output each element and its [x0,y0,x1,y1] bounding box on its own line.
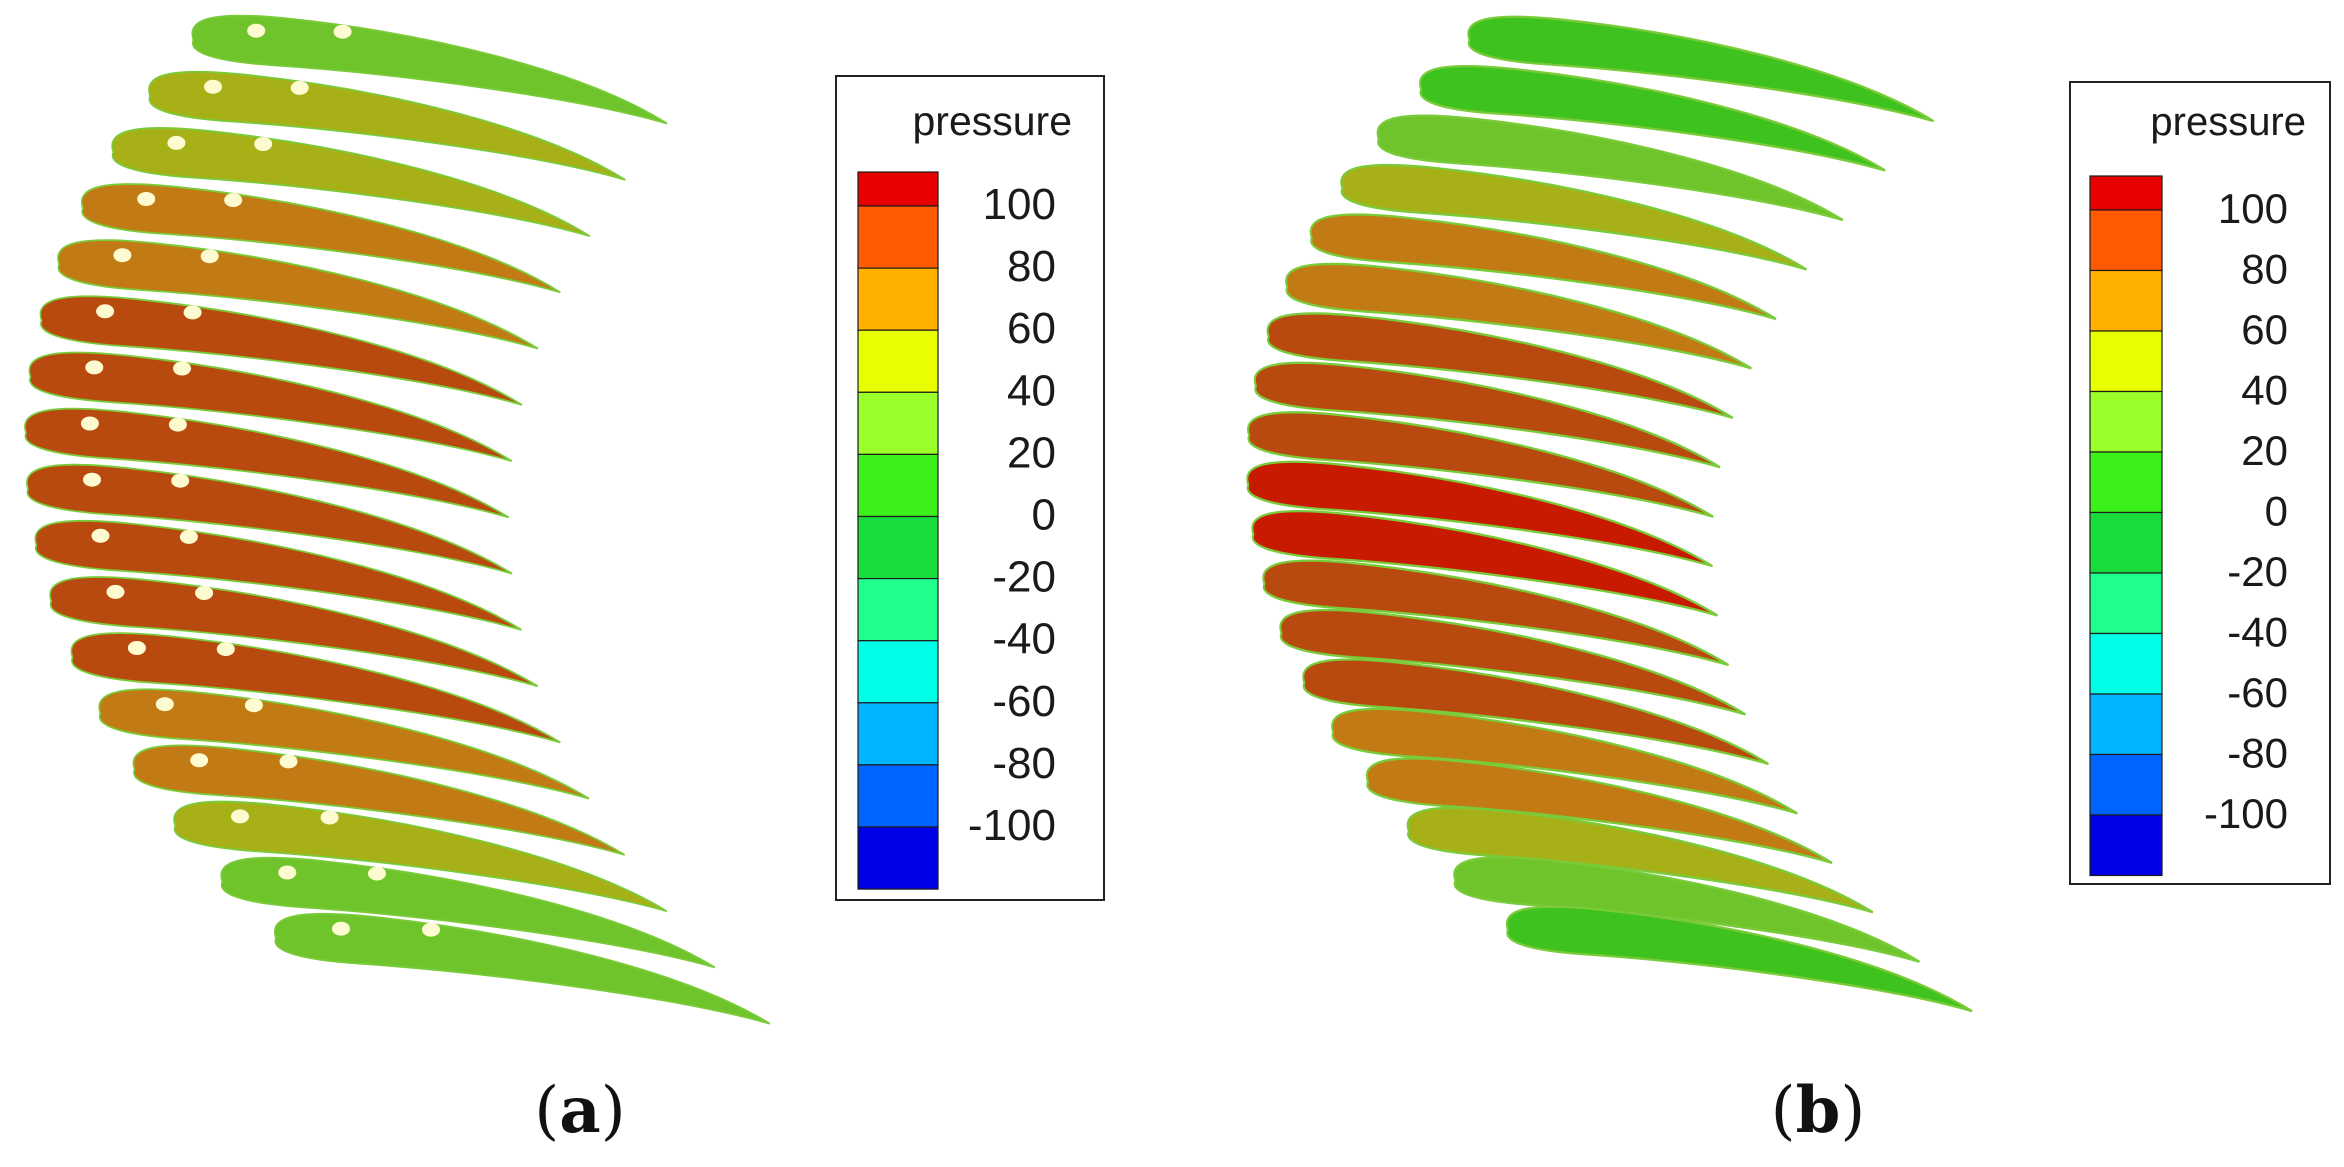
legend-color-band [857,453,939,518]
cooling-hole [290,80,309,95]
legend-level-label: 100 [2218,185,2288,232]
legend-color-band [2089,572,2163,635]
cooling-hole [171,473,190,488]
cooling-hole [244,698,263,713]
legend-color-band [2089,390,2163,453]
legend-color-band [857,640,939,704]
cooling-hole [278,865,297,880]
legend-level-label: 40 [1007,366,1056,415]
cooling-hole [168,417,187,432]
cooling-hole [332,921,350,936]
legend-level-label: 40 [2241,367,2288,414]
legend-color-band [2089,632,2163,695]
cooling-hole [204,79,222,94]
legend-color-band [857,578,939,642]
legend-color-band [857,329,939,393]
legend-level-label: -80 [2227,730,2288,777]
cooling-hole [173,361,191,376]
cooling-hole [183,305,202,320]
legend-title: pressure [2150,100,2306,144]
legend-level-label: -80 [992,739,1056,788]
panel-a-blade-cascade [19,7,778,1025]
legend-color-band [2089,511,2163,574]
cooling-hole [85,360,104,375]
cooling-hole [247,23,266,38]
cooling-hole [195,586,214,600]
cooling-hole [279,754,298,769]
legend-color-band [857,267,939,331]
cooling-hole [106,584,125,599]
legend-level-label: 60 [1007,304,1056,353]
legend-color-band [857,391,939,455]
cooling-hole [368,866,386,881]
legend-title: pressure [912,98,1072,144]
legend-panel-b: pressure 100 80 60 40 20 0 -20 -40 -60 -80 -100 [2069,81,2331,885]
cooling-hole [254,137,273,151]
legend-color-band [857,515,939,580]
cooling-hole [96,304,115,319]
legend-color-band [2089,753,2163,816]
cooling-hole [137,192,156,206]
legend-level-label: -40 [992,615,1056,664]
cooling-hole [320,810,339,825]
cooling-hole [422,922,440,937]
cooling-hole [155,697,174,712]
legend-color-band [857,702,939,766]
legend-color-band [2089,209,2163,272]
legend-level-label: 100 [983,180,1056,229]
cooling-hole [231,809,249,824]
cooling-hole [216,642,235,657]
cooling-hole [127,641,146,655]
legend-level-label: 60 [2241,306,2288,353]
legend-level-label: 80 [1007,242,1056,291]
legend-level-label: 0 [1032,491,1056,540]
legend-color-band [857,171,939,207]
legend-level-label: -60 [2227,669,2288,716]
legend-level-label: -60 [992,677,1056,726]
cooling-hole [91,528,110,543]
legend-color-band [857,205,939,269]
legend-level-label: -40 [2227,609,2288,656]
legend-level-label: -20 [992,553,1056,602]
cooling-hole [333,24,352,39]
legend-color-band [857,764,939,828]
legend-color-band [2089,814,2163,877]
legend-level-label: -100 [968,801,1056,850]
cooling-hole [83,472,101,487]
legend-level-label: -20 [2227,548,2288,595]
cooling-hole [113,248,132,263]
legend-level-label: 20 [1007,428,1056,477]
panel-caption-b: (b) [1771,1073,1866,1148]
legend-color-band [2089,693,2163,756]
cooling-hole [200,249,219,264]
panel-b-blade-cascade [1242,8,1980,1013]
legend-color-band [2089,451,2163,514]
cooling-hole [224,193,243,208]
legend-panel-a: pressure 100 80 60 40 20 0 -20 -40 -60 -80 -100 [835,75,1105,901]
legend-color-band [857,826,939,890]
legend-level-label: -100 [2204,790,2288,837]
legend-color-band [2089,330,2163,393]
legend-level-label: 0 [2265,488,2288,535]
cooling-hole [80,416,99,431]
cooling-hole [190,753,209,768]
legend-level-label: 80 [2241,246,2288,293]
cooling-hole [179,529,198,544]
legend-color-band [2089,175,2163,211]
panel-caption-a: (a) [534,1073,625,1148]
cooling-hole [167,135,186,150]
legend-color-band [2089,269,2163,332]
legend-level-label: 20 [2241,427,2288,474]
